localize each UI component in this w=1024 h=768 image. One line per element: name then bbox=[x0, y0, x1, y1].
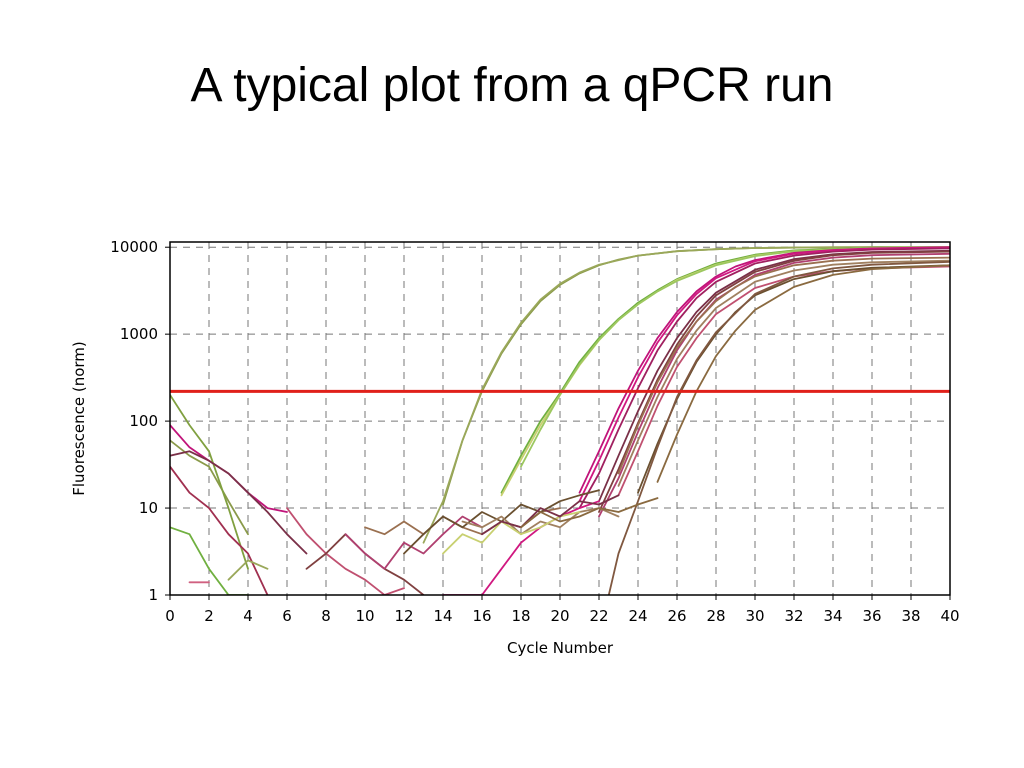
x-tick-label: 30 bbox=[745, 607, 764, 625]
x-tick-label: 22 bbox=[589, 607, 608, 625]
y-tick-label: 1000 bbox=[120, 325, 158, 343]
amplification-curve-35 bbox=[520, 497, 659, 529]
amplification-curve-16 bbox=[656, 264, 950, 483]
amplification-curve-25 bbox=[227, 559, 269, 581]
amplification-curve-22 bbox=[170, 526, 249, 595]
amplification-curve-31 bbox=[442, 500, 600, 595]
amplification-curve-8 bbox=[578, 247, 950, 510]
amplification-curve-10 bbox=[598, 250, 950, 513]
amplification-curve-32 bbox=[461, 507, 620, 536]
plot-border bbox=[169, 241, 951, 596]
y-tick-label: 1 bbox=[148, 586, 158, 604]
x-tick-label: 24 bbox=[628, 607, 647, 625]
x-tick-label: 34 bbox=[823, 607, 842, 625]
x-tick-label: 26 bbox=[667, 607, 686, 625]
x-tick-label: 12 bbox=[394, 607, 413, 625]
x-tick-label: 0 bbox=[165, 607, 175, 625]
x-tick-labels: 0 2 4 6 8 10 12 14 16 18 20 22 24 26 28 30 32 34 36 38 40 bbox=[165, 607, 959, 625]
x-tick-label: 36 bbox=[862, 607, 881, 625]
x-tick-label: 8 bbox=[321, 607, 331, 625]
x-tick-label: 6 bbox=[282, 607, 292, 625]
x-tick-label: 2 bbox=[204, 607, 214, 625]
amplification-curve-13 bbox=[617, 259, 950, 487]
series-group bbox=[170, 246, 950, 595]
x-tick-label: 28 bbox=[706, 607, 725, 625]
amplification-curve-34 bbox=[481, 494, 620, 536]
y-tick-label: 10 bbox=[139, 499, 158, 517]
amplification-curve-21 bbox=[170, 465, 269, 595]
x-tick-label: 10 bbox=[355, 607, 374, 625]
x-tick-label: 4 bbox=[243, 607, 253, 625]
x-tick-label: 18 bbox=[511, 607, 530, 625]
y-axis-title: Fluorescence (norm) bbox=[70, 341, 88, 496]
y-tick-label: 10000 bbox=[110, 238, 158, 256]
slide-title: A typical plot from a qPCR run bbox=[190, 59, 834, 112]
plot-frame bbox=[169, 241, 951, 596]
amplification-curve-23 bbox=[170, 450, 308, 555]
amplification-curve-2 bbox=[422, 246, 950, 544]
amplification-curve-12 bbox=[617, 256, 950, 475]
x-tick-label: 20 bbox=[550, 607, 569, 625]
amplification-curve-20 bbox=[170, 393, 249, 570]
amplification-curve-17 bbox=[607, 260, 950, 595]
amplification-curve-33 bbox=[442, 511, 581, 555]
amplification-curve-7 bbox=[578, 246, 950, 503]
x-axis-title: Cycle Number bbox=[507, 639, 614, 657]
amplification-curve-18 bbox=[170, 439, 249, 536]
x-tick-label: 32 bbox=[784, 607, 803, 625]
amplification-curve-26 bbox=[286, 507, 405, 595]
x-tick-label: 14 bbox=[433, 607, 452, 625]
amplification-curve-5 bbox=[520, 246, 950, 468]
x-tick-label: 38 bbox=[901, 607, 920, 625]
x-tick-label: 16 bbox=[472, 607, 491, 625]
x-tick-label: 40 bbox=[940, 607, 959, 625]
amplification-curve-28 bbox=[344, 515, 483, 570]
series-layer bbox=[170, 246, 950, 595]
y-tick-labels: 1 10 100 1000 10000 bbox=[110, 238, 158, 604]
y-tick-label: 100 bbox=[129, 412, 158, 430]
